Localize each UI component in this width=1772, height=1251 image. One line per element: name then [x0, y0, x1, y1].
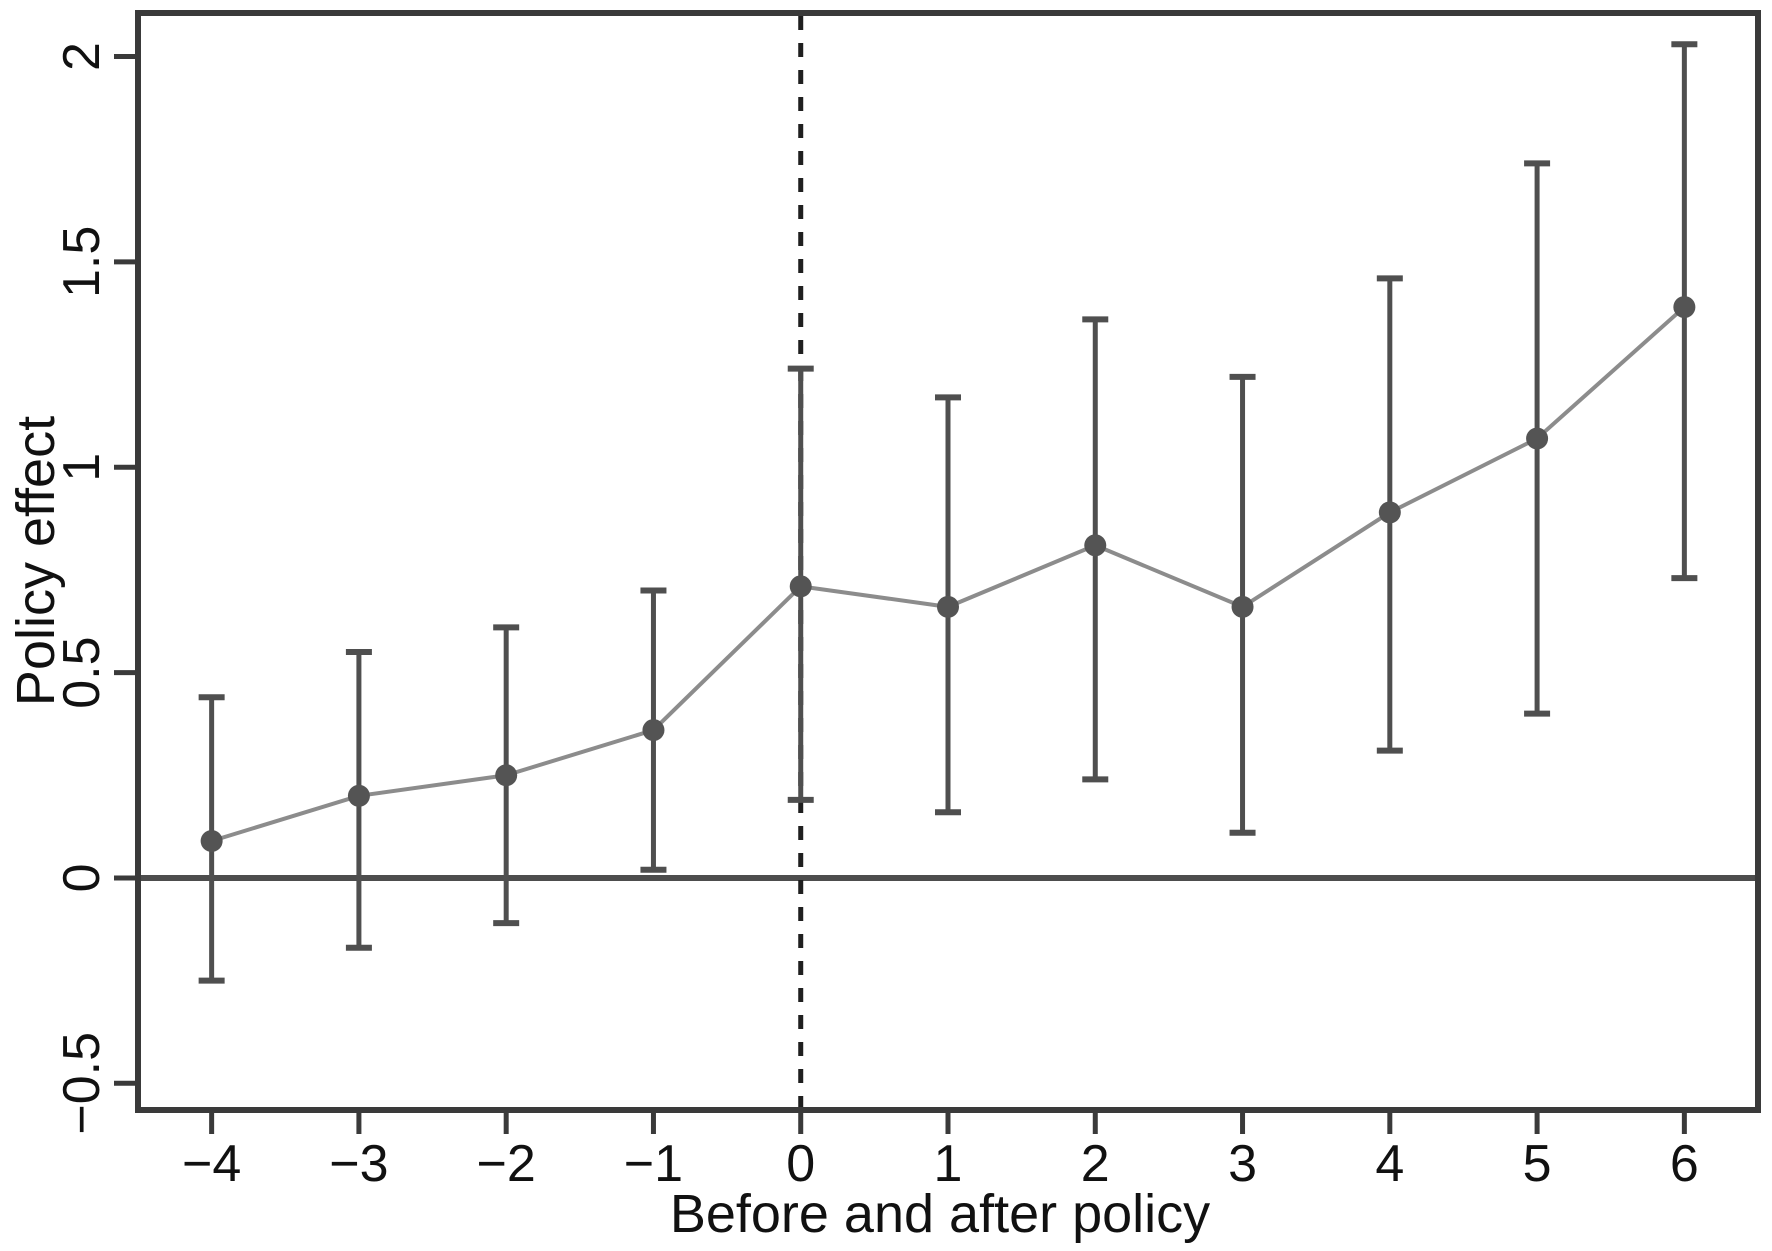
y-axis-tick-label: −0.5 — [53, 1032, 111, 1135]
plot-frame-layer — [135, 10, 1761, 1113]
x-axis-tick-label: −2 — [477, 1135, 536, 1193]
y-axis-tick-label: 0.5 — [53, 636, 111, 708]
data-point-marker — [1378, 501, 1401, 524]
x-axis-tick-label: −4 — [182, 1135, 241, 1193]
y-axis-title: Policy effect — [6, 416, 66, 706]
x-axis-tick-label: 1 — [934, 1135, 963, 1193]
data-point-marker — [347, 784, 370, 807]
x-axis-tick-label: 2 — [1081, 1135, 1110, 1193]
data-point-marker — [937, 595, 959, 618]
data-point-marker — [1673, 296, 1696, 319]
markers-layer — [200, 296, 1696, 852]
x-axis-tick-label: 4 — [1375, 1135, 1404, 1193]
y-axis-tick-label: 1.5 — [53, 226, 111, 298]
data-point-marker — [1084, 534, 1107, 557]
x-axis-tick-label: −1 — [624, 1135, 683, 1193]
x-axis-tick-label: 0 — [786, 1135, 815, 1193]
data-point-marker — [789, 575, 812, 598]
x-axis-tick-label: 6 — [1670, 1135, 1699, 1193]
data-point-marker — [495, 764, 518, 787]
x-axis-tick-label: −3 — [329, 1135, 388, 1193]
x-axis-tick-label: 3 — [1228, 1135, 1257, 1193]
y-axis-tick-label: 0 — [53, 863, 111, 892]
data-point-marker — [642, 719, 665, 742]
data-point-marker — [1231, 595, 1254, 618]
axis-ticks-layer: 2 1.5 1 0.5 0 −0.5 −4 −3 −2 −1 0 1 2 3 4 5 6 — [53, 42, 1699, 1193]
y-axis-tick-label: 1 — [53, 453, 111, 482]
data-point-marker — [1526, 427, 1549, 450]
x-axis-tick-label: 5 — [1523, 1135, 1552, 1193]
data-point-marker — [200, 829, 223, 852]
error-bars-layer — [198, 41, 1698, 984]
x-axis-title: Before and after policy — [670, 1184, 1210, 1244]
plot-frame — [135, 10, 1761, 1113]
y-axis-tick-label: 2 — [53, 42, 111, 71]
